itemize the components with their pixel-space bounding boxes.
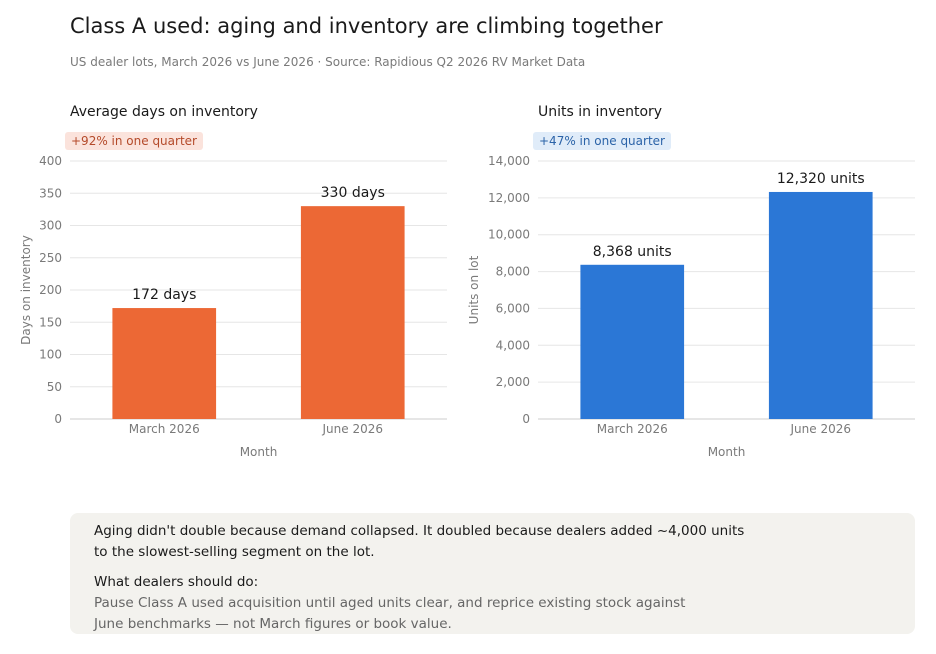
days-chart-title: Average days on inventory <box>70 104 258 120</box>
y-tick-label: 50 <box>47 380 62 394</box>
bar-march <box>580 264 685 419</box>
y-tick-label: 350 <box>39 186 62 200</box>
x-axis-title: Month <box>240 445 278 459</box>
y-tick-label: 8,000 <box>496 265 530 279</box>
y-tick-label: 0 <box>522 412 530 426</box>
recommendation-line-2: June benchmarks — not March figures or b… <box>94 616 452 632</box>
data-label: 330 days <box>321 185 385 201</box>
bar-june <box>768 191 873 419</box>
y-tick-label: 4,000 <box>496 338 530 352</box>
insight-callout: Aging didn't double because demand colla… <box>70 513 915 634</box>
bar-june <box>300 206 405 419</box>
page-title: Class A used: aging and inventory are cl… <box>70 14 663 38</box>
y-tick-label: 12,000 <box>488 191 530 205</box>
y-tick-label: 200 <box>39 283 62 297</box>
x-axis-title: Month <box>708 445 746 459</box>
y-tick-label: 2,000 <box>496 375 530 389</box>
y-tick-label: 100 <box>39 348 62 362</box>
y-tick-label: 250 <box>39 251 62 265</box>
days-on-inventory-chart: 0 50 100 150 200 250 300 350 400 172 days March 20… <box>19 154 447 459</box>
y-tick-label: 10,000 <box>488 228 530 242</box>
insight-line-2: to the slowest-selling segment on the lo… <box>94 544 375 560</box>
y-tick-label: 300 <box>39 219 62 233</box>
y-tick-label: 150 <box>39 315 62 329</box>
bar-march <box>112 308 217 419</box>
data-label: 12,320 units <box>777 171 865 187</box>
x-tick-label: March 2026 <box>129 422 200 436</box>
units-chart-title: Units in inventory <box>538 104 663 120</box>
data-label: 172 days <box>132 287 196 303</box>
insight-line-1: Aging didn't double because demand colla… <box>94 523 745 539</box>
y-axis-title: Days on inventory <box>19 235 33 345</box>
page-subtitle: US dealer lots, March 2026 vs June 2026 … <box>70 55 586 69</box>
y-tick-label: 6,000 <box>496 301 530 315</box>
units-change-badge: +47% in one quarter <box>533 132 671 150</box>
y-tick-label: 14,000 <box>488 154 530 168</box>
x-tick-label: March 2026 <box>597 422 668 436</box>
days-change-badge: +92% in one quarter <box>65 132 203 150</box>
recommendation-line-1: Pause Class A used acquisition until age… <box>94 595 686 611</box>
y-axis-title: Units on lot <box>467 255 481 324</box>
data-label: 8,368 units <box>593 244 672 260</box>
recommendation-heading: What dealers should do: <box>94 574 259 590</box>
units-in-inventory-chart: 0 2,000 4,000 6,000 8,000 10,000 12,000 14,000 8… <box>467 154 915 459</box>
x-tick-label: June 2026 <box>322 422 384 436</box>
x-tick-label: June 2026 <box>790 422 852 436</box>
y-tick-label: 400 <box>39 154 62 168</box>
y-tick-label: 0 <box>54 412 62 426</box>
